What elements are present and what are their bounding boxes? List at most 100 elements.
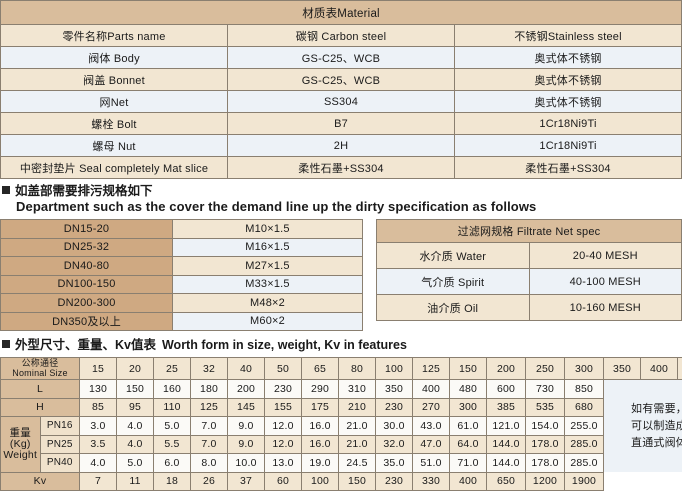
material-stainless: 1Cr18Ni9Ti xyxy=(455,135,682,157)
weight-value: 35.0 xyxy=(376,454,413,473)
weight-value: 144.0 xyxy=(487,435,526,454)
size-cell: 200 xyxy=(487,358,526,380)
weight-value: 12.0 xyxy=(265,417,302,436)
material-part: 中密封垫片 Seal completely Mat slice xyxy=(1,157,228,179)
L-value: 310 xyxy=(339,380,376,399)
L-value: 160 xyxy=(154,380,191,399)
thread-size: M10×1.5 xyxy=(173,220,363,239)
weight-label-en: Weight xyxy=(1,450,40,461)
filtrate-net-spec-table: 过滤网规格 Filtrate Net spec 水介质 Water 20-40 … xyxy=(376,219,682,321)
H-value: 95 xyxy=(117,398,154,417)
dim-header-row: 公称通径 Nominal Size 15 20 25 32 40 50 65 8… xyxy=(1,358,682,380)
row-label-L: L xyxy=(1,380,80,399)
table-row: PN25 3.5 4.0 5.5 7.0 9.0 12.0 16.0 21.0 … xyxy=(1,435,682,454)
material-col-carbon-steel: 碳钢 Carbon steel xyxy=(228,25,455,47)
H-value: 300 xyxy=(450,398,487,417)
table-row: 螺母 Nut 2H 1Cr18Ni9Ti xyxy=(1,135,682,157)
section2-heading-en: Department such as the cover the demand … xyxy=(2,199,682,215)
filtrate-mesh: 40-100 MESH xyxy=(529,269,682,295)
table-row: PN40 4.0 5.0 6.0 8.0 10.0 13.0 19.0 24.5… xyxy=(1,454,682,473)
nominal-size-en: Nominal Size xyxy=(1,369,79,379)
L-value: 600 xyxy=(487,380,526,399)
table-row: DN15-20 M10×1.5 xyxy=(1,220,363,239)
H-value: 210 xyxy=(339,398,376,417)
nominal-size-corner-label: 公称通径 Nominal Size xyxy=(1,358,80,380)
weight-value: 61.0 xyxy=(450,417,487,436)
weight-value: 10.0 xyxy=(228,454,265,473)
material-stainless: 柔性石墨+SS304 xyxy=(455,157,682,179)
H-value: 125 xyxy=(191,398,228,417)
material-stainless: 奥式体不锈钢 xyxy=(455,69,682,91)
material-part: 阀体 Body xyxy=(1,47,228,69)
L-value: 400 xyxy=(413,380,450,399)
size-cell: 500 xyxy=(678,358,682,380)
pressure-class-label: PN25 xyxy=(40,435,80,454)
H-value: 230 xyxy=(376,398,413,417)
material-table: 材质表Material 零件名称Parts name 碳钢 Carbon ste… xyxy=(0,0,682,179)
section2-heading-cn-line: 如盖部需要排污规格如下 xyxy=(2,184,682,199)
L-value: 350 xyxy=(376,380,413,399)
weight-value: 7.0 xyxy=(191,435,228,454)
table-row: 气介质 Spirit 40-100 MESH xyxy=(377,269,682,295)
note-line: 可以制造成 xyxy=(604,418,682,435)
L-value: 180 xyxy=(191,380,228,399)
weight-value: 16.0 xyxy=(302,417,339,436)
section3-heading-en: Worth form in size, weight, Kv in featur… xyxy=(162,338,407,352)
table-row: 重量 (Kg) Weight PN16 3.0 4.0 5.0 7.0 9.0 … xyxy=(1,417,682,436)
thread-spec-table: DN15-20 M10×1.5 DN25-32 M16×1.5 DN40-80 … xyxy=(0,219,363,331)
weight-value: 47.0 xyxy=(413,435,450,454)
table-row: 水介质 Water 20-40 MESH xyxy=(377,243,682,269)
weight-value: 5.5 xyxy=(154,435,191,454)
weight-value: 30.0 xyxy=(376,417,413,436)
thread-dn-range: DN200-300 xyxy=(1,294,173,313)
L-value: 730 xyxy=(526,380,565,399)
size-cell: 50 xyxy=(265,358,302,380)
material-stainless: 奥式体不锈钢 xyxy=(455,91,682,113)
filtrate-mesh: 10-160 MESH xyxy=(529,295,682,321)
size-cell: 400 xyxy=(641,358,678,380)
weight-value: 21.0 xyxy=(339,417,376,436)
material-table-title: 材质表Material xyxy=(1,1,682,25)
size-cell: 15 xyxy=(80,358,117,380)
material-carbon: 2H xyxy=(228,135,455,157)
weight-value: 71.0 xyxy=(450,454,487,473)
pressure-class-label: PN40 xyxy=(40,454,80,473)
material-stainless: 奥式体不锈钢 xyxy=(455,47,682,69)
weight-value: 3.5 xyxy=(80,435,117,454)
note-line: 如有需要， xyxy=(604,401,682,418)
filtrate-medium: 气介质 Spirit xyxy=(377,269,530,295)
material-carbon: GS-C25、WCB xyxy=(228,69,455,91)
weight-value: 121.0 xyxy=(487,417,526,436)
section2-heading-cn: 如盖部需要排污规格如下 xyxy=(15,184,153,198)
H-value: 85 xyxy=(80,398,117,417)
weight-value: 178.0 xyxy=(526,454,565,473)
weight-value: 285.0 xyxy=(565,454,604,473)
square-bullet-icon xyxy=(2,340,10,348)
H-value: 155 xyxy=(265,398,302,417)
weight-value: 13.0 xyxy=(265,454,302,473)
manufacture-note: 如有需要， 可以制造成 直通式阀体 xyxy=(604,380,682,473)
filtrate-title-row: 过滤网规格 Filtrate Net spec xyxy=(377,220,682,243)
weight-value: 9.0 xyxy=(228,435,265,454)
thread-size: M60×2 xyxy=(173,312,363,331)
L-value: 290 xyxy=(302,380,339,399)
thread-size: M48×2 xyxy=(173,294,363,313)
size-cell: 25 xyxy=(154,358,191,380)
size-cell: 65 xyxy=(302,358,339,380)
material-title-row: 材质表Material xyxy=(1,1,682,25)
H-value: 270 xyxy=(413,398,450,417)
material-carbon: SS304 xyxy=(228,91,455,113)
weight-value: 8.0 xyxy=(191,454,228,473)
table-row: DN350及以上 M60×2 xyxy=(1,312,363,331)
L-value: 130 xyxy=(80,380,117,399)
size-cell: 40 xyxy=(228,358,265,380)
table-row: 阀体 Body GS-C25、WCB 奥式体不锈钢 xyxy=(1,47,682,69)
weight-value: 4.0 xyxy=(80,454,117,473)
filtrate-mesh: 20-40 MESH xyxy=(529,243,682,269)
weight-group-label: 重量 (Kg) Weight xyxy=(1,417,41,473)
section2-tables: DN15-20 M10×1.5 DN25-32 M16×1.5 DN40-80 … xyxy=(0,219,682,331)
weight-value: 19.0 xyxy=(302,454,339,473)
material-col-stainless-steel: 不锈钢Stainless steel xyxy=(455,25,682,47)
material-part: 螺母 Nut xyxy=(1,135,228,157)
